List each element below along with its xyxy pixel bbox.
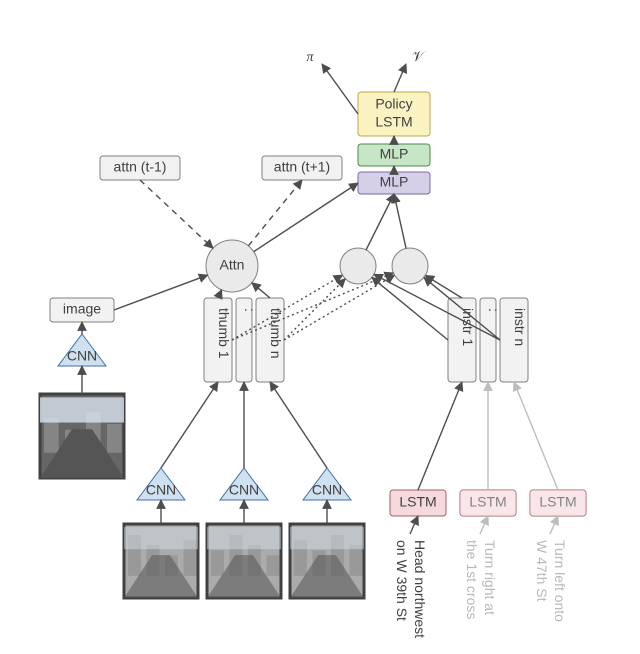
svg-text:CNN: CNN (312, 482, 342, 498)
svg-text:attn (t+1): attn (t+1) (274, 159, 330, 175)
svg-text:π: π (306, 50, 314, 65)
svg-text:MLP: MLP (380, 174, 409, 190)
svg-text:CNN: CNN (67, 348, 97, 364)
svg-text:Head northwest: Head northwest (412, 540, 428, 638)
svg-text:CNN: CNN (146, 482, 176, 498)
svg-text:Attn: Attn (220, 257, 245, 273)
svg-text:Turn left onto: Turn left onto (552, 540, 568, 622)
svg-text:Policy: Policy (375, 96, 412, 112)
svg-text:thumb 1: thumb 1 (216, 308, 232, 359)
svg-text:MLP: MLP (380, 146, 409, 162)
svg-text:LSTM: LSTM (399, 494, 436, 510)
svg-text:𝒱: 𝒱 (412, 50, 426, 65)
svg-text:CNN: CNN (229, 482, 259, 498)
svg-text:Turn right at: Turn right at (482, 540, 498, 615)
svg-text:attn (t-1): attn (t-1) (114, 159, 167, 175)
svg-text:image: image (63, 301, 101, 317)
svg-text:thumb n: thumb n (268, 308, 284, 359)
svg-text:instr n: instr n (512, 308, 528, 346)
svg-text:the 1st cross: the 1st cross (464, 540, 480, 619)
svg-text:on W 39th St: on W 39th St (394, 540, 410, 621)
architecture-diagram: Policy LSTM MLP MLP attn (t-1) attn (t+1) Attn… (0, 0, 640, 654)
svg-text:LSTM: LSTM (375, 114, 412, 130)
svg-text:W 47th St: W 47th St (534, 540, 550, 602)
